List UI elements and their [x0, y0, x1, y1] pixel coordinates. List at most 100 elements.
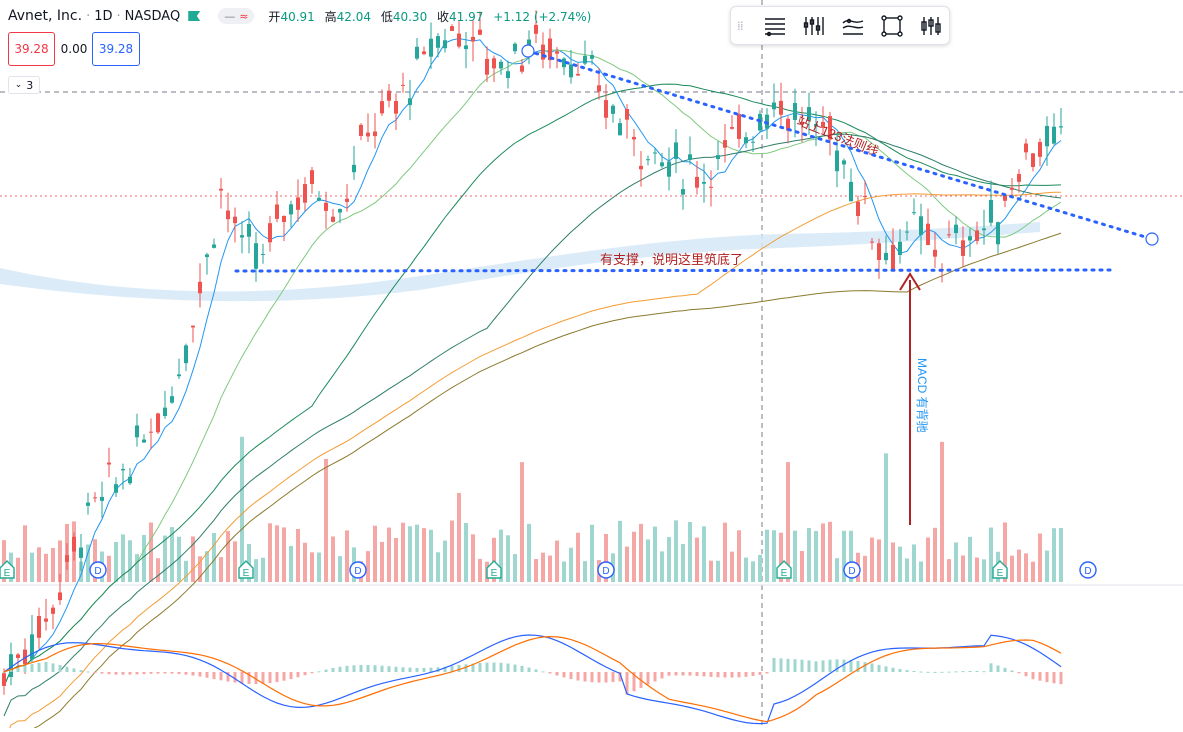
- candle-body: [772, 102, 776, 110]
- candle-body: [961, 240, 965, 256]
- volume-bar: [44, 553, 48, 582]
- volume-bar: [835, 558, 839, 582]
- volume-bar: [702, 526, 706, 582]
- macd-histogram-bar: [772, 657, 776, 672]
- dividend-icon: [89, 561, 107, 579]
- macd-histogram-bar: [261, 672, 265, 684]
- macd-histogram-bar: [226, 672, 230, 682]
- macd-histogram-bar: [793, 659, 797, 672]
- macd-histogram-bar: [254, 672, 258, 685]
- volume-bars: [2, 436, 1063, 582]
- macd-histogram-bar: [898, 669, 902, 672]
- macd-histogram-bar: [702, 672, 706, 677]
- macd-histogram-bar: [408, 667, 412, 672]
- blue-band: [0, 222, 1040, 302]
- volume-bar: [219, 557, 223, 582]
- flag-icon[interactable]: [188, 11, 201, 21]
- bars-icon[interactable]: [799, 11, 829, 41]
- macd-histogram-bar: [625, 672, 629, 695]
- candle-body: [513, 43, 517, 52]
- rectangle-icon[interactable]: [877, 11, 907, 41]
- macd-histogram-bar: [576, 672, 580, 681]
- volume-bar: [310, 552, 314, 582]
- macd-histogram-bar: [135, 672, 139, 675]
- macd-histogram-bar: [569, 672, 573, 680]
- candle-body: [121, 468, 125, 471]
- macd-histogram-bar: [835, 659, 839, 672]
- interval[interactable]: 1D: [94, 8, 113, 24]
- macd-histogram-bar: [177, 672, 181, 675]
- volume-bar: [23, 525, 27, 582]
- earnings-icon: [992, 560, 1008, 579]
- candle-body: [534, 24, 538, 34]
- macd-histogram-bar: [954, 671, 958, 673]
- macd-histogram-bar: [373, 665, 377, 672]
- volume-bar: [632, 531, 636, 582]
- candle-body: [247, 224, 251, 237]
- candle-body: [44, 618, 48, 622]
- macd-histogram-bar: [79, 670, 83, 672]
- macd-histogram-bar: [681, 672, 685, 676]
- spread-value: 0.00: [60, 42, 88, 56]
- multi-line-icon[interactable]: [838, 11, 868, 41]
- candle-body: [681, 189, 685, 195]
- volume-bar: [695, 537, 699, 582]
- chart-header: Avnet, Inc. · 1D · NASDAQ — ≈ 开40.91 高42…: [8, 6, 597, 26]
- macd-histogram-bar: [856, 660, 860, 672]
- candle-body: [667, 161, 671, 177]
- status-pill[interactable]: — ≈: [218, 8, 255, 24]
- drag-handle-icon[interactable]: ⁞⁞: [737, 18, 744, 33]
- dividend-icon: [843, 561, 861, 579]
- macd-histogram-bar: [828, 659, 832, 672]
- volume-bar: [492, 537, 496, 582]
- ohlc-values: 开40.91 高42.04 低40.30 收41.97 +1.12 (+2.74…: [268, 9, 592, 24]
- macd-histogram-bar: [884, 666, 888, 672]
- volume-bar: [366, 551, 370, 582]
- candles-icon[interactable]: [916, 11, 946, 41]
- macd-histogram-bar: [786, 658, 790, 672]
- buy-price-box[interactable]: 39.28: [92, 32, 140, 66]
- macd-histogram-bar: [205, 672, 209, 678]
- volume-bar: [569, 547, 573, 582]
- candle-body: [891, 244, 895, 271]
- macd-histogram-bar: [989, 663, 993, 672]
- macd-histogram-bar: [366, 664, 370, 672]
- annotations[interactable]: 站上123法则线 有支撑，说明这里筑底了 MACD 有背驰: [234, 44, 1159, 525]
- macd-histogram-bar: [219, 672, 223, 681]
- candle-body: [660, 162, 664, 167]
- volume-bar: [1031, 561, 1035, 582]
- volume-bar: [933, 527, 937, 582]
- line-settings-icon[interactable]: [760, 11, 790, 41]
- candle-body: [324, 202, 328, 211]
- volume-bar: [716, 560, 720, 582]
- candle-body: [296, 197, 300, 210]
- candle-body: [156, 413, 160, 433]
- candle-body: [604, 100, 608, 118]
- macd-histogram-bar: [765, 672, 769, 674]
- volume-bar: [303, 542, 307, 582]
- volume-bar: [226, 531, 230, 582]
- volume-bar: [79, 561, 83, 582]
- volume-bar: [149, 522, 153, 582]
- macd-histogram-bar: [541, 671, 545, 673]
- candle-body: [191, 325, 195, 328]
- sell-price-box[interactable]: 39.28: [8, 32, 55, 66]
- event-markers[interactable]: E E E E ED D D D D: [0, 560, 1097, 579]
- volume-bar: [471, 534, 475, 582]
- volume-bar: [744, 557, 748, 582]
- macd-histogram-bar: [968, 670, 972, 672]
- symbol-name[interactable]: Avnet, Inc.: [8, 8, 83, 24]
- candle-body: [1003, 195, 1007, 201]
- macd-histogram-bar: [128, 672, 132, 675]
- macd-histogram-bar: [1045, 672, 1049, 683]
- indicators-toggle[interactable]: ⌄ 3: [8, 76, 40, 94]
- macd-histogram-bar: [912, 670, 916, 672]
- earnings-label: E: [997, 568, 1004, 579]
- macd-histogram-bar: [303, 672, 307, 676]
- volume-bar: [1017, 549, 1021, 582]
- trendline-123: [526, 49, 1154, 241]
- candle-body: [709, 186, 713, 188]
- volume-bar: [289, 545, 293, 582]
